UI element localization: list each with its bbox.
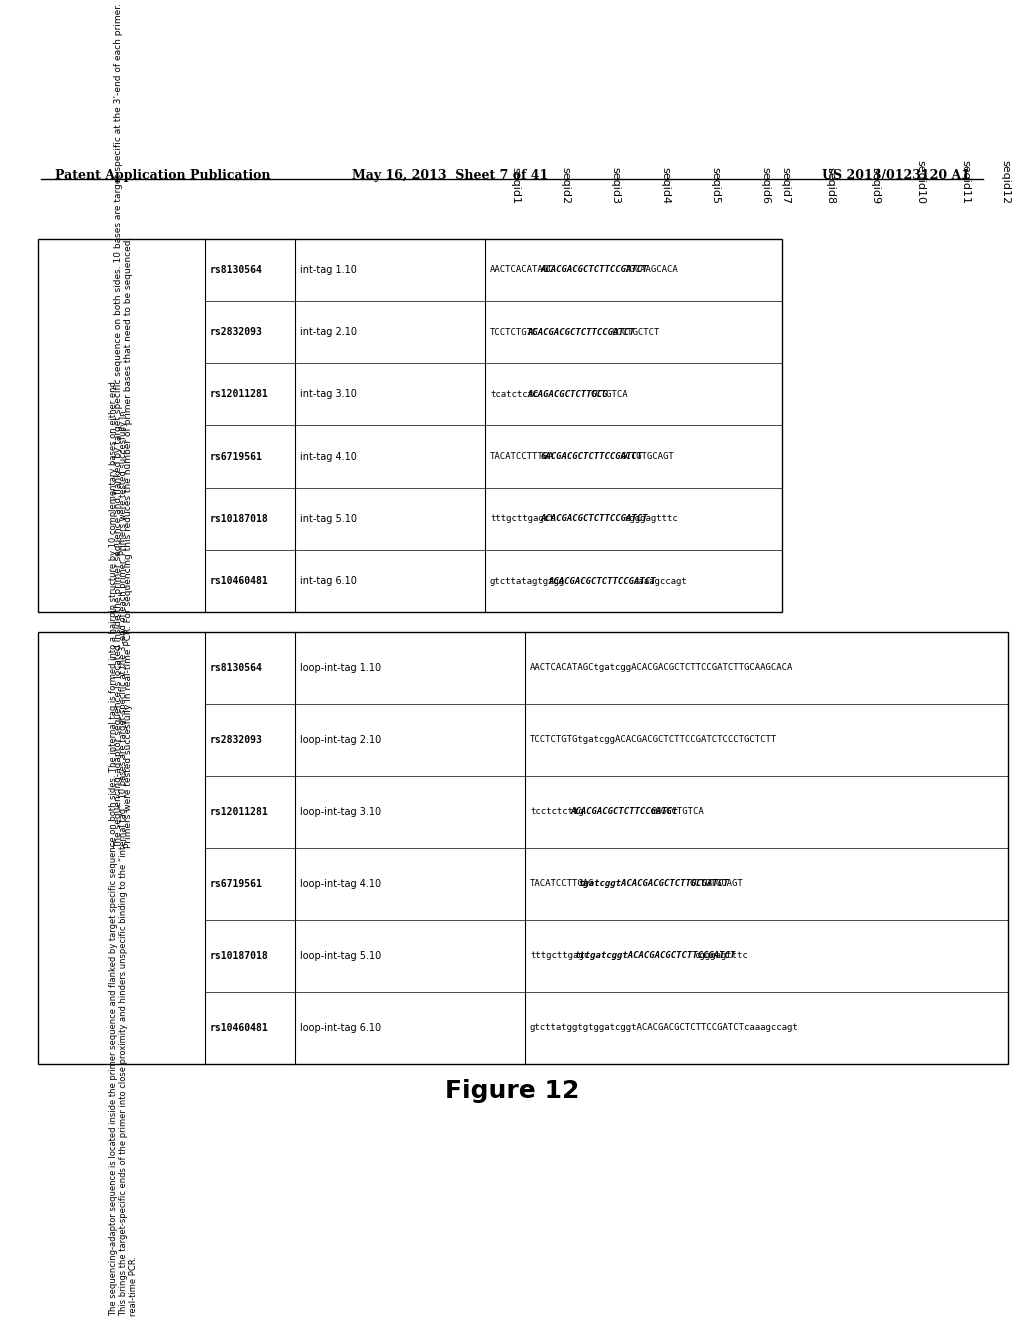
Text: ACACGACGCTCTTCCGATCT: ACACGACGCTCTTCCGATCT <box>541 265 648 275</box>
Text: rs8130564: rs8130564 <box>210 265 263 275</box>
Text: Patent Application Publication: Patent Application Publication <box>55 169 270 182</box>
Text: ACACGACGCTCTTCCGATCT: ACACGACGCTCTTCCGATCT <box>541 515 648 523</box>
Text: loop-int-tag 5.10: loop-int-tag 5.10 <box>300 950 381 961</box>
Text: ACACGACGCTCTTCCGATCT: ACACGACGCTCTTCCGATCT <box>527 327 635 337</box>
Text: seqid11: seqid11 <box>961 160 970 203</box>
Text: CCCTGCTCT: CCCTGCTCT <box>611 327 660 337</box>
Text: The sequencing-adaptor sequence is located inside the primer sequence and flanke: The sequencing-adaptor sequence is locat… <box>109 379 138 1316</box>
Text: GCTGTGCAGT: GCTGTGCAGT <box>621 451 674 461</box>
Text: gtcttatagtgtgg: gtcttatagtgtgg <box>490 577 565 586</box>
Text: TCCTCTGTGtgatcggACACGACGCTCTTCCGATCTCCCTGCTCTT: TCCTCTGTGtgatcggACACGACGCTCTTCCGATCTCCCT… <box>530 735 777 744</box>
Text: loop-int-tag 2.10: loop-int-tag 2.10 <box>300 735 381 744</box>
Text: tcatctctc: tcatctctc <box>490 389 539 399</box>
Text: rs2832093: rs2832093 <box>210 327 263 337</box>
Text: loop-int-tag 6.10: loop-int-tag 6.10 <box>300 1023 381 1032</box>
Text: GCTGTGCAGT: GCTGTGCAGT <box>690 879 743 888</box>
Text: tttgcttgagct: tttgcttgagct <box>490 515 555 523</box>
Text: TGCAAGCACA: TGCAAGCACA <box>625 265 678 275</box>
Text: rs2832093: rs2832093 <box>210 735 263 744</box>
Text: rs6719561: rs6719561 <box>210 451 263 462</box>
Text: cgggagtttc: cgggagtttc <box>625 515 678 523</box>
Text: int-tag 2.10: int-tag 2.10 <box>300 327 357 337</box>
Text: GCTGTCA: GCTGTCA <box>591 389 629 399</box>
Bar <box>38 632 1008 1064</box>
Text: May 16, 2013  Sheet 7 of 41: May 16, 2013 Sheet 7 of 41 <box>352 169 548 182</box>
Text: seqid4: seqid4 <box>660 166 670 203</box>
Bar <box>38 239 782 612</box>
Text: tgatcggtACACGACGCTCTTCCGATCT: tgatcggtACACGACGCTCTTCCGATCT <box>578 879 728 888</box>
Text: tttgatcggtACACGACGCTCTTCCGATCT: tttgatcggtACACGACGCTCTTCCGATCT <box>574 952 735 960</box>
Text: seqid10: seqid10 <box>915 160 925 203</box>
Text: seqid7: seqid7 <box>780 166 790 203</box>
Text: AACTCACATAGC: AACTCACATAGC <box>490 265 555 275</box>
Text: loop-int-tag 4.10: loop-int-tag 4.10 <box>300 879 381 888</box>
Text: ACAGACGCTCTTCCG: ACAGACGCTCTTCCG <box>527 389 608 399</box>
Text: seqid8: seqid8 <box>825 166 835 203</box>
Text: seqid2: seqid2 <box>560 166 570 203</box>
Text: seqid1: seqid1 <box>510 166 520 203</box>
Text: int-tag 6.10: int-tag 6.10 <box>300 576 357 586</box>
Text: GACGACGCTCTTCCGATCT: GACGACGCTCTTCCGATCT <box>541 451 642 461</box>
Text: Figure 12: Figure 12 <box>444 1078 580 1104</box>
Text: AACTCACATAGCtgatcggACACGACGCTCTTCCGATCTTGCAAGCACA: AACTCACATAGCtgatcggACACGACGCTCTTCCGATCTT… <box>530 663 794 672</box>
Text: caaagccagt: caaagccagt <box>633 577 686 586</box>
Text: rs10187018: rs10187018 <box>210 513 268 524</box>
Text: tcctctcttg: tcctctcttg <box>530 808 584 816</box>
Text: seqid12: seqid12 <box>1000 160 1010 203</box>
Text: int-tag 1.10: int-tag 1.10 <box>300 265 357 275</box>
Text: seqid9: seqid9 <box>870 166 880 203</box>
Text: loop-int-tag 1.10: loop-int-tag 1.10 <box>300 663 381 673</box>
Text: cGGGCTGTCA: cGGGCTGTCA <box>650 808 703 816</box>
Text: rs10460481: rs10460481 <box>210 576 268 586</box>
Text: ACACGACGCTCTTCCGATCt: ACACGACGCTCTTCCGATCt <box>570 808 678 816</box>
Text: int-tag 3.10: int-tag 3.10 <box>300 389 357 400</box>
Text: int-tag 4.10: int-tag 4.10 <box>300 451 357 462</box>
Text: rs12011281: rs12011281 <box>210 389 268 400</box>
Text: ACACGACGCTCTTCCGATCT: ACACGACGCTCTTCCGATCT <box>549 577 656 586</box>
Text: seqid6: seqid6 <box>760 166 770 203</box>
Text: gtcttatggtgtggatcggtACACGACGCTCTTCCGATCTcaaagccagt: gtcttatggtgtggatcggtACACGACGCTCTTCCGATCT… <box>530 1023 799 1032</box>
Text: The sequencing-adaptor sequence is located inside the primer sequence and flanke: The sequencing-adaptor sequence is locat… <box>114 3 133 847</box>
Text: rs10460481: rs10460481 <box>210 1023 268 1032</box>
Text: loop-int-tag 3.10: loop-int-tag 3.10 <box>300 807 381 817</box>
Text: rs10187018: rs10187018 <box>210 950 268 961</box>
Text: TACATCCTTTGA: TACATCCTTTGA <box>490 451 555 461</box>
Text: int-tag 5.10: int-tag 5.10 <box>300 513 357 524</box>
Text: rs6719561: rs6719561 <box>210 879 263 888</box>
Text: TACATCCTTGAG: TACATCCTTGAG <box>530 879 595 888</box>
Text: rs8130564: rs8130564 <box>210 663 263 673</box>
Text: seqid3: seqid3 <box>610 166 620 203</box>
Text: rs12011281: rs12011281 <box>210 807 268 817</box>
Text: seqid5: seqid5 <box>710 166 720 203</box>
Text: US 2013/0123120 A1: US 2013/0123120 A1 <box>822 169 970 182</box>
Text: tttgcttgagc: tttgcttgagc <box>530 952 589 960</box>
Text: TCCTCTGTG: TCCTCTGTG <box>490 327 539 337</box>
Text: cgggagtttc: cgggagtttc <box>694 952 748 960</box>
